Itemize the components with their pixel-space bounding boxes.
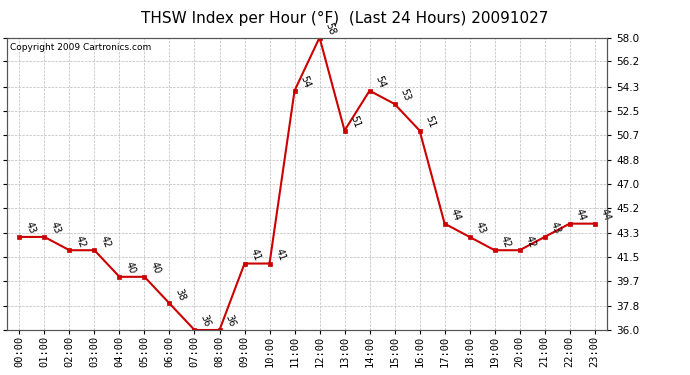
Text: 54: 54 bbox=[299, 74, 313, 89]
Text: 41: 41 bbox=[248, 247, 262, 262]
Text: 43: 43 bbox=[23, 220, 37, 236]
Text: 36: 36 bbox=[199, 314, 213, 328]
Text: 42: 42 bbox=[74, 234, 87, 249]
Text: 40: 40 bbox=[148, 261, 162, 275]
Text: 44: 44 bbox=[574, 207, 587, 222]
Text: 43: 43 bbox=[549, 220, 562, 236]
Text: THSW Index per Hour (°F)  (Last 24 Hours) 20091027: THSW Index per Hour (°F) (Last 24 Hours)… bbox=[141, 11, 549, 26]
Text: 53: 53 bbox=[399, 87, 413, 103]
Text: 42: 42 bbox=[99, 234, 112, 249]
Text: 40: 40 bbox=[124, 261, 137, 275]
Text: 41: 41 bbox=[274, 247, 287, 262]
Text: 51: 51 bbox=[424, 114, 437, 129]
Text: Copyright 2009 Cartronics.com: Copyright 2009 Cartronics.com bbox=[10, 44, 151, 52]
Text: 43: 43 bbox=[474, 220, 487, 236]
Text: 58: 58 bbox=[324, 21, 337, 36]
Text: 42: 42 bbox=[499, 234, 513, 249]
Text: 44: 44 bbox=[599, 207, 613, 222]
Text: 54: 54 bbox=[374, 74, 387, 89]
Text: 51: 51 bbox=[348, 114, 362, 129]
Text: 36: 36 bbox=[224, 314, 237, 328]
Text: 44: 44 bbox=[448, 207, 462, 222]
Text: 38: 38 bbox=[174, 287, 187, 302]
Text: 42: 42 bbox=[524, 234, 538, 249]
Text: 43: 43 bbox=[48, 220, 62, 236]
